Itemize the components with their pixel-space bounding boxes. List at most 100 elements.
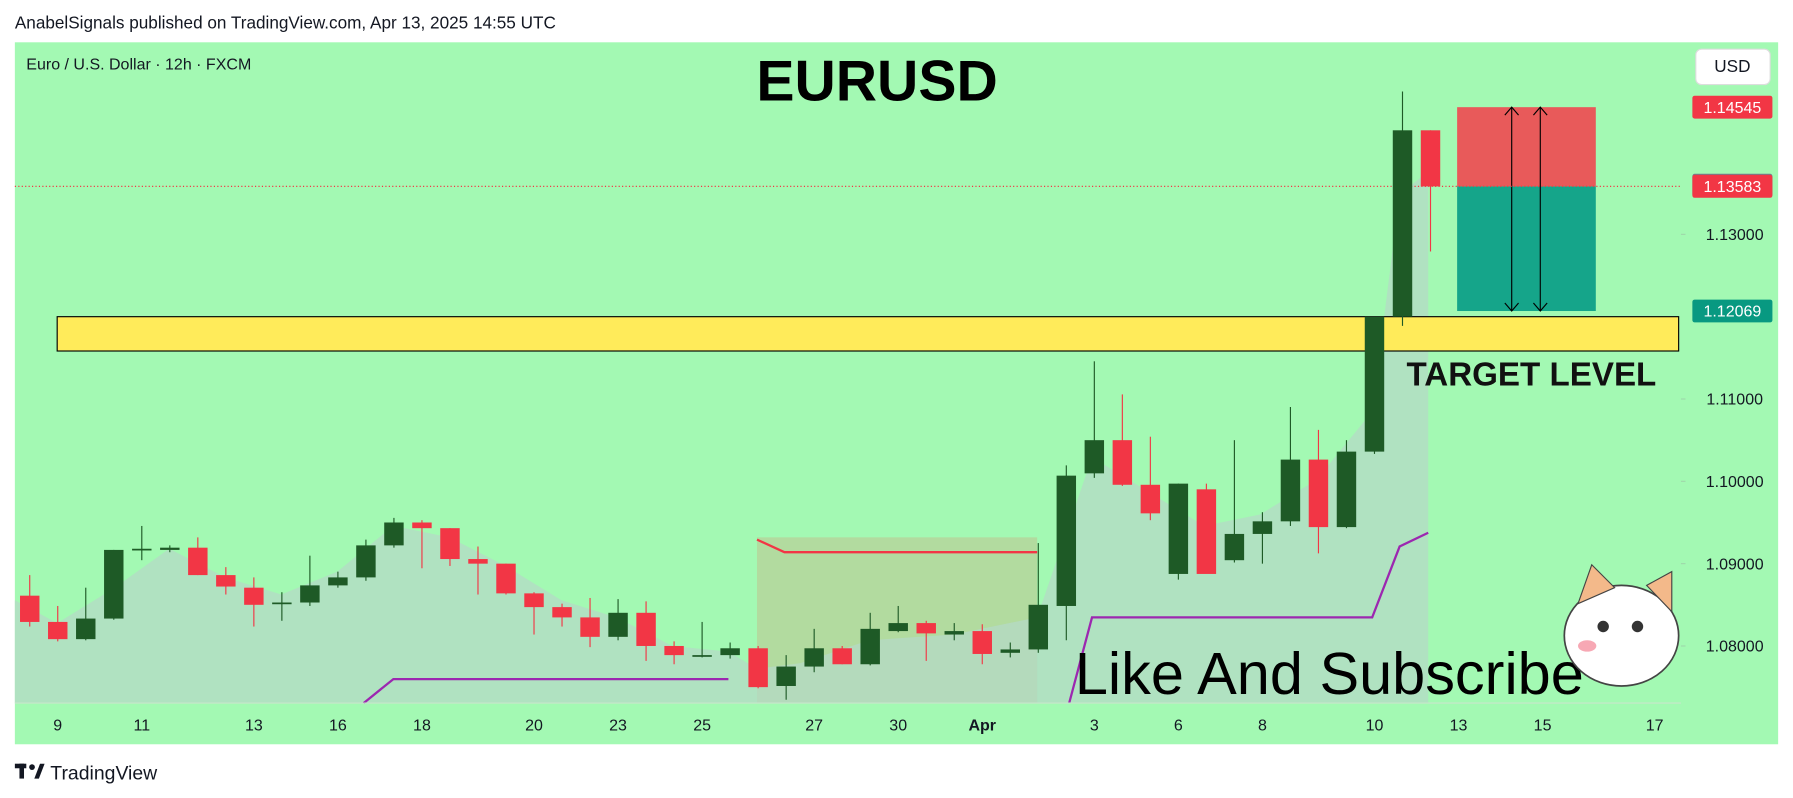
logo-part	[29, 764, 35, 770]
symbol-label: Euro / U.S. Dollar · 12h · FXCM	[26, 57, 251, 74]
x-tick-label: 18	[413, 718, 431, 735]
sticker-face	[1563, 584, 1680, 687]
y-tick-label: 1.13000	[1706, 227, 1764, 244]
candle-body	[160, 547, 180, 550]
sticker-eye	[1597, 620, 1609, 633]
candle-body	[468, 559, 488, 564]
x-tick-label: 15	[1534, 718, 1552, 735]
candle-body	[1196, 489, 1217, 574]
footer-logo	[14, 763, 45, 779]
x-tick-label: 6	[1174, 718, 1183, 735]
sticker-ears	[1577, 563, 1673, 614]
candle-body	[552, 607, 572, 618]
candle-body	[300, 585, 320, 603]
arrow-head	[1504, 106, 1519, 116]
stop-zone	[1457, 107, 1596, 187]
candle-body	[384, 522, 404, 546]
candle-body	[664, 645, 684, 656]
candle-body	[1224, 533, 1245, 561]
currency-label: USD	[1714, 56, 1750, 76]
candle-body	[832, 648, 852, 665]
price-badge	[1692, 299, 1773, 323]
candle-body	[104, 549, 124, 619]
candle-body	[1084, 440, 1105, 474]
x-tick-label: 20	[525, 718, 543, 735]
candle-body	[692, 655, 712, 657]
candle-body	[1056, 475, 1077, 606]
chart-title: EURUSD	[756, 50, 997, 114]
logo-part	[19, 763, 25, 779]
logo-part	[34, 763, 45, 779]
y-tick-label: 1.11000	[1706, 392, 1763, 409]
sticker-cheek	[1578, 640, 1597, 652]
candle-body	[132, 548, 152, 551]
x-tick-label: 11	[133, 718, 150, 735]
indicator-line	[362, 677, 729, 704]
y-tick-label: 1.10000	[1706, 474, 1764, 491]
annotation: Like And Subscribe	[1075, 640, 1584, 707]
candle-body	[20, 595, 40, 622]
footer-brand: TradingView	[50, 763, 158, 785]
candle-body	[244, 587, 264, 605]
arrow-head	[1504, 302, 1519, 312]
sticker-eye	[1631, 620, 1644, 633]
price-badge-label: 1.14545	[1703, 100, 1761, 117]
x-tick-label: 27	[805, 718, 823, 735]
candle-body	[76, 618, 96, 640]
x-tick-label: Apr	[968, 718, 996, 735]
price-badge	[1692, 95, 1773, 119]
candle-body	[608, 612, 628, 637]
candle-body	[1168, 483, 1189, 574]
candle-body	[1420, 130, 1441, 187]
candle-body	[1392, 130, 1413, 317]
candle-body	[496, 563, 516, 594]
x-tick-label: 3	[1090, 718, 1099, 735]
price-badge-label: 1.13583	[1703, 179, 1761, 196]
candle-body	[944, 631, 964, 635]
candle-body	[636, 612, 656, 646]
x-tick-label: 16	[329, 718, 347, 735]
range-line	[756, 538, 1038, 554]
x-tick-label: 9	[53, 718, 62, 735]
candle-body	[272, 602, 292, 605]
candle-body	[1000, 649, 1020, 653]
candle-body	[888, 623, 908, 632]
candle-body	[216, 575, 236, 587]
candle-body	[720, 648, 740, 656]
candle-body	[1364, 316, 1385, 452]
x-tick-label: 8	[1258, 718, 1267, 735]
target-label: TARGET LEVEL	[1406, 356, 1656, 393]
x-tick-label: 10	[1366, 718, 1384, 735]
candle-body	[188, 547, 208, 576]
candle-body	[776, 666, 796, 686]
candle-body	[1112, 440, 1133, 485]
indicator-line	[1068, 531, 1429, 704]
currency-button[interactable]	[1695, 48, 1771, 86]
candle-body	[1140, 484, 1161, 514]
candle-body	[356, 545, 376, 578]
target-area	[1457, 186, 1596, 312]
candle-body	[748, 648, 768, 688]
x-tick-label: 17	[1646, 718, 1664, 735]
publish-header: AnabelSignals published on TradingView.c…	[15, 13, 556, 33]
price-badge	[1692, 174, 1773, 198]
candle-body	[1252, 521, 1273, 534]
y-tick-label: 1.08000	[1706, 639, 1764, 656]
x-tick-label: 13	[1450, 718, 1468, 735]
x-tick-label: 25	[693, 718, 711, 735]
candle-body	[972, 631, 992, 654]
candle-body	[328, 577, 348, 586]
plot-layer: 1.08000 1.09000 1.10000 1.11000 1.13000 9 11 13…	[14, 91, 1773, 735]
candle-body	[1028, 604, 1049, 650]
candle-body	[1308, 459, 1329, 528]
candle-body	[440, 528, 460, 560]
candle-body	[804, 648, 824, 667]
sticker	[1563, 563, 1680, 687]
candle-body	[916, 623, 936, 634]
candle-body	[1336, 451, 1357, 528]
target-zone	[56, 316, 1680, 352]
x-tick-label: 23	[609, 718, 627, 735]
candle-body	[524, 593, 544, 608]
